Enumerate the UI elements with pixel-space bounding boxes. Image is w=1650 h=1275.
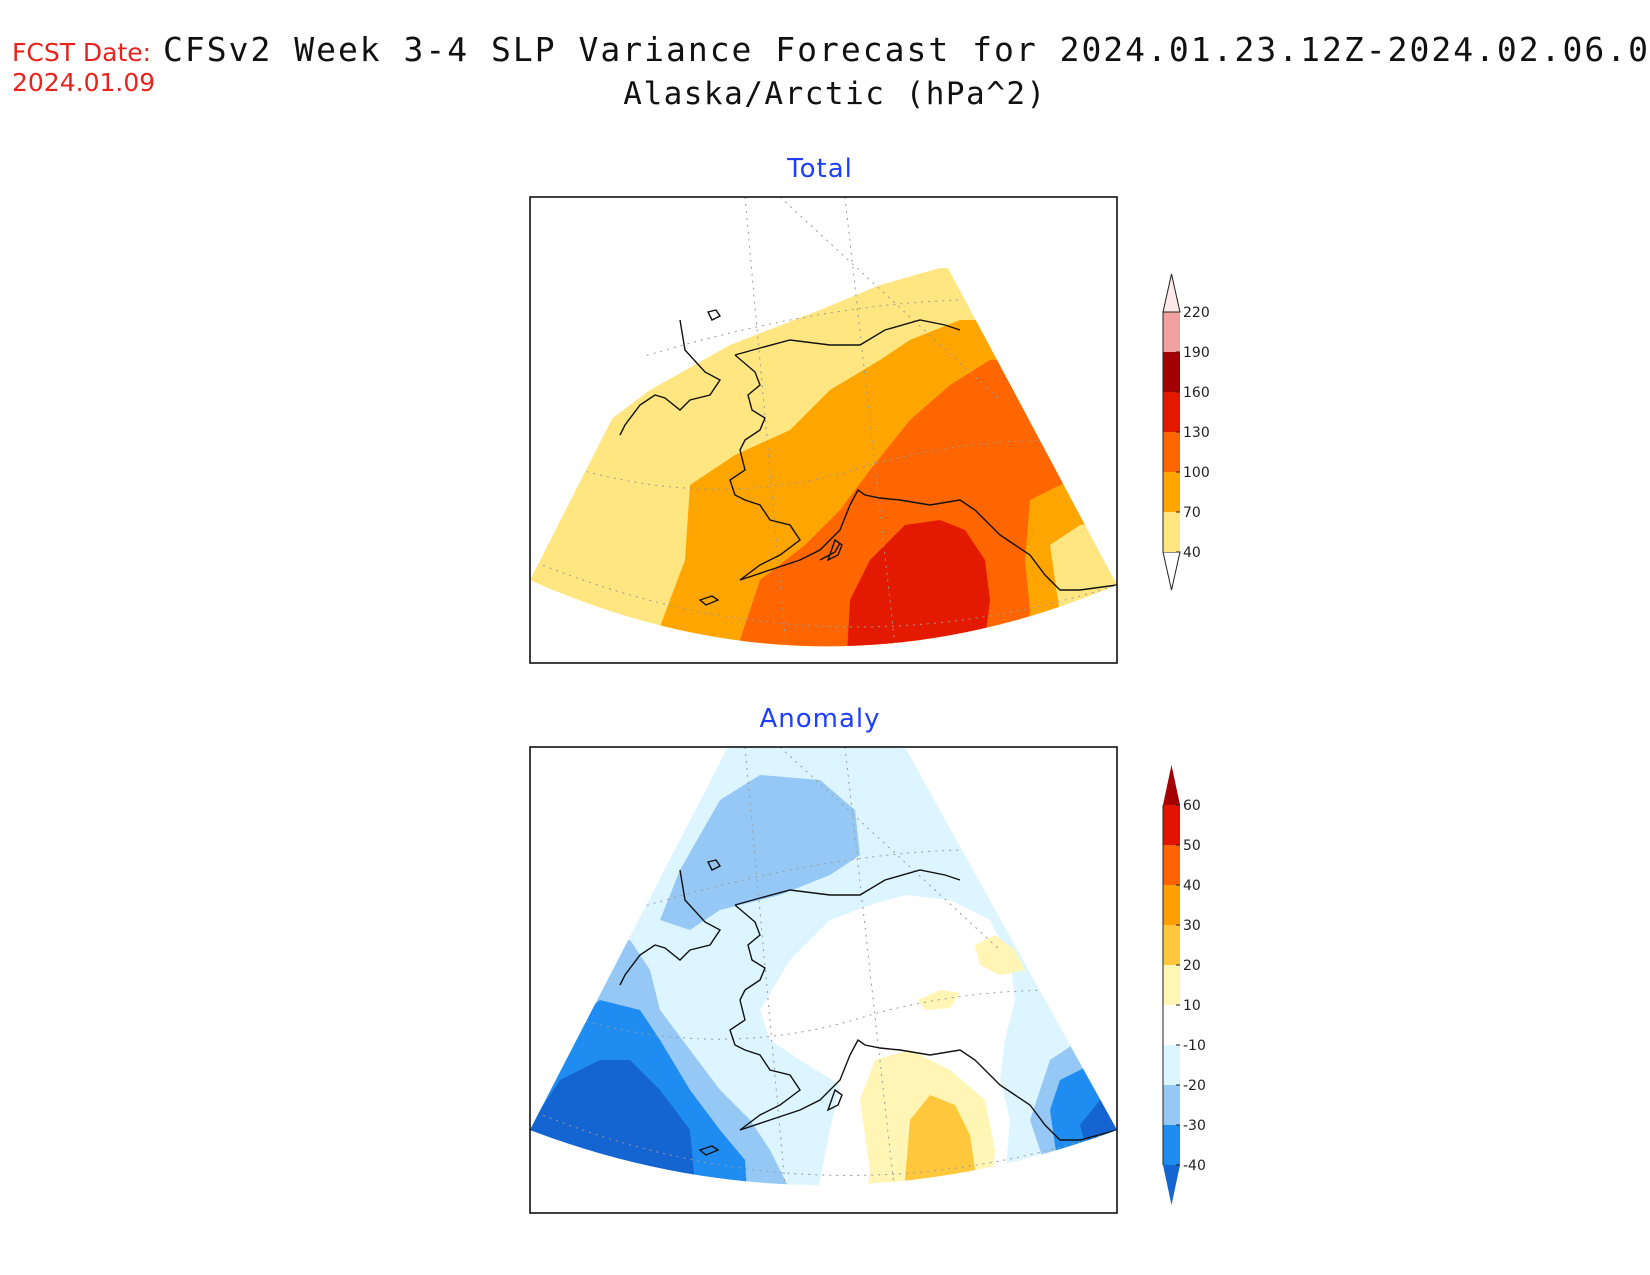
anomaly-colorbar: -40 -30 -20 -10 10 20 30 40 50 60 xyxy=(1162,765,1206,1205)
anomaly-colorbar-box xyxy=(1163,885,1180,925)
anomaly-colorbar-upper-cap xyxy=(1163,765,1180,805)
anomaly-map xyxy=(529,746,1118,1214)
anomaly-contour-neg-top xyxy=(660,775,860,930)
page-subtitle: Alaska/Arctic (hPa^2) xyxy=(623,76,1047,112)
total-colorbar-label: 100 xyxy=(1183,465,1210,481)
total-colorbar-box xyxy=(1163,512,1180,552)
forecast-date-label: FCST Date: xyxy=(12,38,152,67)
total-colorbar-label: 130 xyxy=(1183,425,1210,441)
anomaly-contour-pos-core xyxy=(895,1095,975,1185)
total-colorbar-box xyxy=(1163,432,1180,472)
total-colorbar-box xyxy=(1163,312,1180,352)
total-colorbar-label: 40 xyxy=(1183,545,1201,561)
total-map-frame xyxy=(529,196,1118,664)
anomaly-colorbar-box xyxy=(1163,845,1180,885)
anomaly-contour-pos-east xyxy=(975,935,1025,975)
anomaly-map-frame xyxy=(529,746,1118,1214)
total-colorbar-label: 160 xyxy=(1183,385,1210,401)
total-colorbar-box xyxy=(1163,472,1180,512)
total-colorbar-box xyxy=(1163,392,1180,432)
anomaly-panel-title: Anomaly xyxy=(759,704,881,734)
anomaly-colorbar-label: 20 xyxy=(1183,958,1201,974)
anomaly-colorbar-box xyxy=(1163,1085,1180,1125)
anomaly-colorbar-label: -20 xyxy=(1183,1078,1206,1094)
page-title: CFSv2 Week 3-4 SLP Variance Forecast for… xyxy=(163,30,1650,69)
anomaly-colorbar-lower-cap xyxy=(1163,1165,1180,1205)
anomaly-colorbar-box xyxy=(1163,1005,1180,1045)
anomaly-colorbar-label: 10 xyxy=(1183,998,1201,1014)
total-colorbar-upper-cap xyxy=(1162,273,1181,313)
anomaly-contour-neg-west-core xyxy=(530,1060,700,1185)
anomaly-colorbar-label: 60 xyxy=(1183,798,1201,814)
anomaly-colorbar-label: 30 xyxy=(1183,918,1201,934)
anomaly-colorbar-label: -40 xyxy=(1183,1158,1206,1174)
anomaly-colorbar-box xyxy=(1163,965,1180,1005)
forecast-date-block: FCST Date: 2024.01.09 xyxy=(12,38,155,98)
total-colorbar-label: 70 xyxy=(1183,505,1201,521)
anomaly-colorbar-label: -10 xyxy=(1183,1038,1206,1054)
total-colorbar: 40 70 100 130 160 190 220 xyxy=(1162,273,1210,591)
total-colorbar-label: 220 xyxy=(1183,305,1210,321)
total-colorbar-box xyxy=(1163,352,1180,392)
total-colorbar-label: 190 xyxy=(1183,345,1210,361)
anomaly-colorbar-box xyxy=(1163,925,1180,965)
total-contour-130 xyxy=(845,520,990,647)
anomaly-colorbar-box xyxy=(1163,805,1180,845)
forecast-date-value: 2024.01.09 xyxy=(12,68,156,97)
anomaly-colorbar-label: 40 xyxy=(1183,878,1201,894)
anomaly-colorbar-box xyxy=(1163,1045,1180,1085)
anomaly-colorbar-box xyxy=(1163,1125,1180,1165)
anomaly-colorbar-label: -30 xyxy=(1183,1118,1206,1134)
total-panel-title: Total xyxy=(787,154,853,184)
anomaly-colorbar-label: 50 xyxy=(1183,838,1201,854)
total-map xyxy=(529,196,1118,664)
total-colorbar-lower-cap xyxy=(1162,551,1181,591)
